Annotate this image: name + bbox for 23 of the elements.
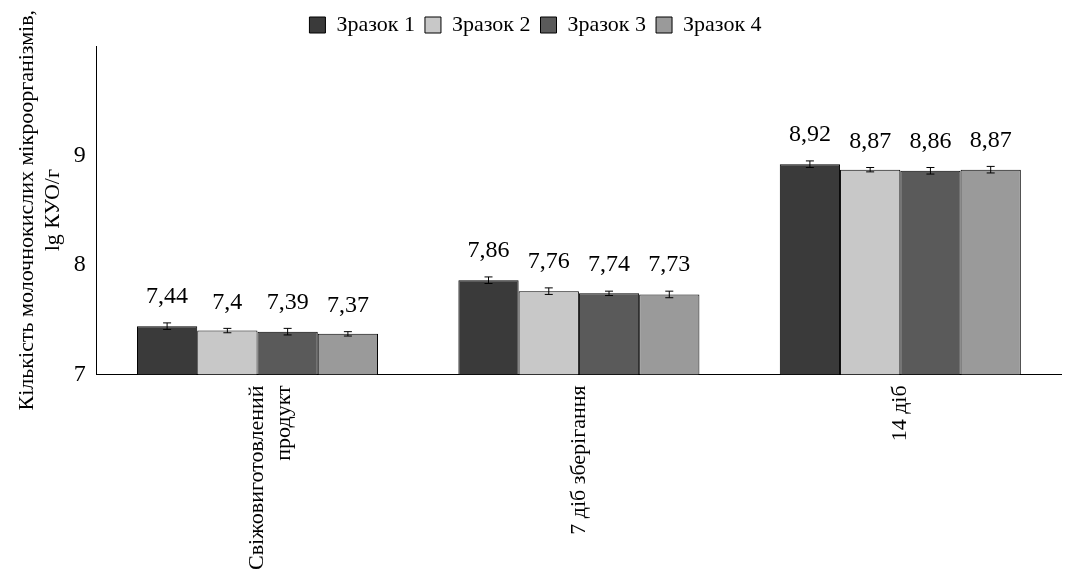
x-tick-label: Свіжовиготовлений продукт bbox=[243, 384, 295, 571]
legend-label: Зразок 3 bbox=[567, 10, 647, 36]
legend-label: Зразок 1 bbox=[336, 10, 415, 36]
data-label: 7,37 bbox=[326, 290, 369, 317]
legend-label: Зразок 4 bbox=[683, 10, 762, 36]
x-tick-label: 7 діб зберігання bbox=[564, 385, 590, 535]
y-tick-label: 7 bbox=[73, 359, 86, 386]
data-label: 8,92 bbox=[788, 120, 831, 147]
data-label: 7,74 bbox=[588, 250, 631, 277]
data-label: 7,39 bbox=[266, 287, 309, 314]
data-label: 8,86 bbox=[909, 126, 952, 153]
data-label: 7,73 bbox=[648, 250, 691, 277]
data-label: 8,87 bbox=[969, 125, 1012, 152]
data-label: 8,87 bbox=[849, 126, 892, 153]
y-tick-label: 8 bbox=[73, 250, 86, 277]
data-label: 7,44 bbox=[146, 282, 189, 309]
legend-label: Зразок 2 bbox=[451, 10, 531, 36]
x-tick-label: 14 діб bbox=[886, 385, 912, 442]
data-label: 7,4 bbox=[212, 287, 243, 314]
data-label: 7,86 bbox=[467, 236, 510, 263]
y-axis-title: Кількість молочнокислих мікроорганізмів, lg КУО/г bbox=[12, 9, 65, 411]
data-label: 7,76 bbox=[527, 247, 570, 274]
y-tick-label: 9 bbox=[73, 140, 86, 167]
